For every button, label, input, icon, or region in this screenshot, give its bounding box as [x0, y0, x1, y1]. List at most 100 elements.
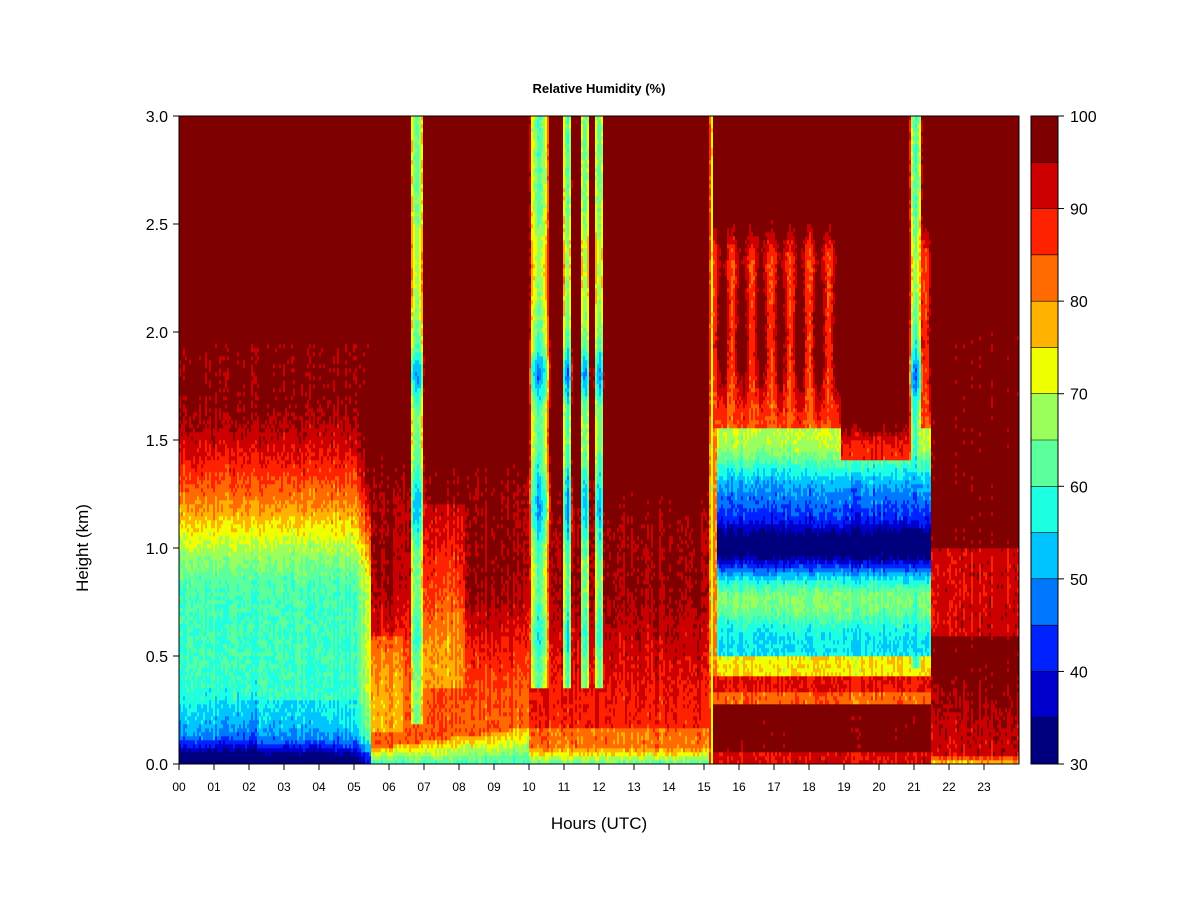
heatmap-cell	[189, 448, 191, 452]
heatmap-cell	[199, 704, 201, 708]
heatmap-cell	[189, 568, 191, 572]
heatmap-cell	[195, 412, 197, 416]
heatmap-cell	[189, 140, 191, 144]
heatmap-cell	[191, 692, 193, 696]
heatmap-cell	[189, 364, 191, 368]
heatmap-cell	[191, 676, 193, 680]
heatmap-cell	[197, 476, 199, 480]
heatmap-cell	[197, 260, 199, 264]
heatmap-cell	[183, 520, 185, 524]
heatmap-cell	[181, 564, 183, 568]
heatmap-cell	[199, 408, 201, 412]
heatmap-cell	[199, 348, 201, 352]
heatmap-cell	[193, 384, 195, 388]
heatmap-cell	[183, 308, 185, 312]
heatmap-cell	[195, 140, 197, 144]
heatmap-cell	[181, 200, 183, 204]
heatmap-cell	[197, 640, 199, 644]
heatmap-cell	[183, 432, 185, 436]
heatmap-cell	[189, 592, 191, 596]
heatmap-cell	[181, 432, 183, 436]
heatmap-cell	[197, 140, 199, 144]
heatmap-cell	[183, 708, 185, 712]
heatmap-cell	[189, 580, 191, 584]
heatmap-cell	[195, 528, 197, 532]
heatmap-cell	[185, 596, 187, 600]
heatmap-cell	[199, 280, 201, 284]
heatmap-cell	[195, 568, 197, 572]
heatmap-cell	[197, 736, 199, 740]
heatmap-cell	[195, 368, 197, 372]
heatmap-cell	[195, 416, 197, 420]
heatmap-cell	[199, 608, 201, 612]
heatmap-cell	[197, 536, 199, 540]
heatmap-cell	[197, 712, 199, 716]
heatmap-cell	[191, 372, 193, 376]
heatmap-cell	[195, 212, 197, 216]
heatmap-cell	[185, 220, 187, 224]
heatmap-cell	[197, 200, 199, 204]
heatmap-cell	[199, 400, 201, 404]
heatmap-cell	[199, 224, 201, 228]
heatmap-cell	[193, 364, 195, 368]
heatmap-cell	[199, 544, 201, 548]
heatmap-cell	[191, 456, 193, 460]
heatmap-cell	[197, 684, 199, 688]
heatmap-cell	[185, 356, 187, 360]
heatmap-cell	[197, 680, 199, 684]
heatmap-cell	[191, 440, 193, 444]
heatmap-cell	[183, 540, 185, 544]
heatmap-cell	[189, 604, 191, 608]
heatmap-cell	[187, 288, 189, 292]
heatmap-cell	[191, 724, 193, 728]
heatmap-cell	[193, 412, 195, 416]
heatmap-cell	[195, 752, 197, 756]
heatmap-cell	[195, 720, 197, 724]
heatmap-cell	[181, 136, 183, 140]
heatmap-cell	[181, 492, 183, 496]
heatmap-cell	[183, 292, 185, 296]
heatmap-cell	[193, 528, 195, 532]
heatmap-cell	[187, 148, 189, 152]
heatmap-cell	[197, 428, 199, 432]
heatmap-cell	[185, 240, 187, 244]
heatmap-cell	[187, 692, 189, 696]
heatmap-cell	[191, 188, 193, 192]
heatmap-cell	[187, 224, 189, 228]
heatmap-cell	[195, 488, 197, 492]
heatmap-cell	[193, 500, 195, 504]
heatmap-cell	[199, 156, 201, 160]
heatmap-cell	[181, 220, 183, 224]
heatmap-cell	[189, 180, 191, 184]
heatmap-cell	[187, 700, 189, 704]
heatmap-cell	[193, 668, 195, 672]
heatmap-cell	[199, 200, 201, 204]
heatmap-cell	[191, 576, 193, 580]
heatmap-cell	[195, 456, 197, 460]
heatmap-cell	[183, 176, 185, 180]
heatmap-cell	[187, 228, 189, 232]
heatmap-cell	[195, 128, 197, 132]
heatmap-cell	[189, 424, 191, 428]
heatmap-cell	[191, 380, 193, 384]
heatmap-cell	[185, 676, 187, 680]
heatmap-cell	[189, 208, 191, 212]
heatmap-cell	[183, 320, 185, 324]
heatmap-cell	[197, 300, 199, 304]
heatmap-cell	[181, 756, 183, 760]
heatmap-cell	[191, 148, 193, 152]
heatmap-cell	[195, 336, 197, 340]
heatmap-cell	[195, 268, 197, 272]
heatmap-cell	[191, 280, 193, 284]
heatmap-cell	[195, 176, 197, 180]
heatmap-cell	[187, 448, 189, 452]
heatmap-cell	[189, 716, 191, 720]
heatmap-cell	[183, 544, 185, 548]
heatmap-cell	[189, 752, 191, 756]
heatmap-cell	[195, 404, 197, 408]
heatmap-cell	[193, 564, 195, 568]
heatmap-cell	[181, 312, 183, 316]
heatmap-cell	[191, 532, 193, 536]
heatmap-cell	[197, 592, 199, 596]
heatmap-cell	[183, 524, 185, 528]
